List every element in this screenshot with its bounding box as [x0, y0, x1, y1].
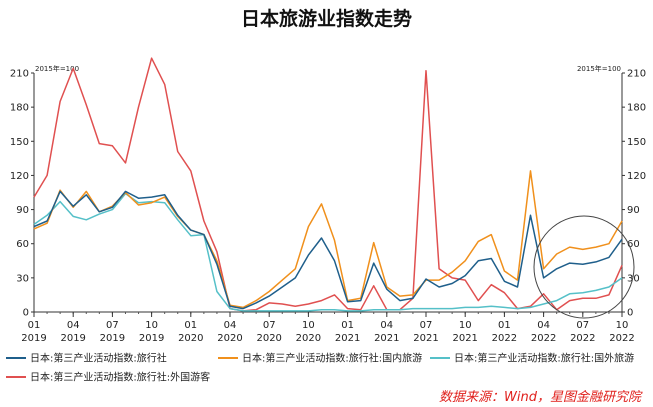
x-tick-label-month: 10 — [145, 320, 158, 331]
y-tick-label-left: 180 — [10, 103, 29, 114]
y-tick-label-left: 30 — [16, 273, 29, 284]
x-tick-label-year: 2021 — [335, 333, 360, 344]
y-unit-right: 2015年=100 — [577, 64, 621, 73]
x-tick-label-year: 2021 — [374, 333, 399, 344]
x-tick-label-month: 04 — [224, 320, 237, 331]
y-tick-label-right: 180 — [627, 103, 646, 114]
y-tick-label-left: 120 — [10, 171, 29, 182]
y-tick-label-left: 0 — [23, 308, 29, 319]
chart-title: 日本旅游业指数走势 — [240, 8, 412, 30]
x-tick-label-year: 2020 — [296, 333, 321, 344]
x-tick-label-month: 10 — [459, 320, 472, 331]
y-tick-label-right: 30 — [627, 273, 640, 284]
x-tick-label-month: 10 — [616, 320, 629, 331]
y-tick-label-left: 210 — [10, 69, 29, 80]
x-tick-label-year: 2022 — [609, 333, 634, 344]
x-tick-label-month: 07 — [576, 320, 589, 331]
y-tick-label-right: 90 — [627, 205, 640, 216]
x-tick-label-month: 07 — [420, 320, 433, 331]
y-tick-label-right: 150 — [627, 137, 646, 148]
series-line-3 — [33, 192, 623, 312]
y-tick-label-right: 60 — [627, 239, 640, 250]
x-tick-label-year: 2021 — [452, 333, 477, 344]
y-tick-label-right: 0 — [627, 308, 633, 319]
x-tick-label-month: 01 — [184, 320, 197, 331]
y-tick-label-right: 120 — [627, 171, 646, 182]
x-tick-label-year: 2022 — [492, 333, 517, 344]
x-tick-label-year: 2021 — [413, 333, 438, 344]
data-source: 数据来源：Wind，星图金融研究院 — [439, 390, 641, 405]
legend-label-4: 日本:第三产业活动指数:旅行社:外国游客 — [30, 371, 210, 384]
legend-label-1: 日本:第三产业活动指数:旅行社 — [30, 352, 167, 365]
x-tick-label-month: 04 — [67, 320, 80, 331]
x-tick-label-month: 04 — [537, 320, 550, 331]
x-tick-label-year: 2019 — [60, 333, 85, 344]
x-tick-label-month: 07 — [106, 320, 119, 331]
x-tick-label-month: 04 — [380, 320, 393, 331]
series-line-1 — [33, 190, 623, 310]
x-tick-label-month: 01 — [28, 320, 41, 331]
y-tick-label-left: 150 — [10, 137, 29, 148]
x-tick-label-month: 01 — [498, 320, 511, 331]
series-line-4 — [33, 57, 623, 312]
x-tick-label-year: 2020 — [256, 333, 281, 344]
x-tick-label-year: 2019 — [100, 333, 125, 344]
legend-label-2: 日本:第三产业活动指数:旅行社:国内旅游 — [242, 352, 422, 365]
x-tick-label-month: 01 — [341, 320, 354, 331]
y-tick-label-left: 60 — [16, 239, 29, 250]
legend-label-3: 日本:第三产业活动指数:旅行社:国外旅游 — [454, 352, 634, 365]
x-tick-label-month: 07 — [263, 320, 276, 331]
x-tick-label-year: 2022 — [531, 333, 556, 344]
x-tick-label-year: 2019 — [21, 333, 46, 344]
y-tick-label-right: 210 — [627, 69, 646, 80]
highlight-circle — [533, 215, 635, 319]
y-tick-label-left: 90 — [16, 205, 29, 216]
y-unit-left: 2015年=100 — [35, 64, 79, 73]
x-tick-label-month: 10 — [302, 320, 315, 331]
x-tick-label-year: 2020 — [217, 333, 242, 344]
series-line-2 — [33, 170, 623, 309]
x-tick-label-year: 2019 — [139, 333, 164, 344]
x-tick-label-year: 2022 — [570, 333, 595, 344]
x-tick-label-year: 2020 — [178, 333, 203, 344]
